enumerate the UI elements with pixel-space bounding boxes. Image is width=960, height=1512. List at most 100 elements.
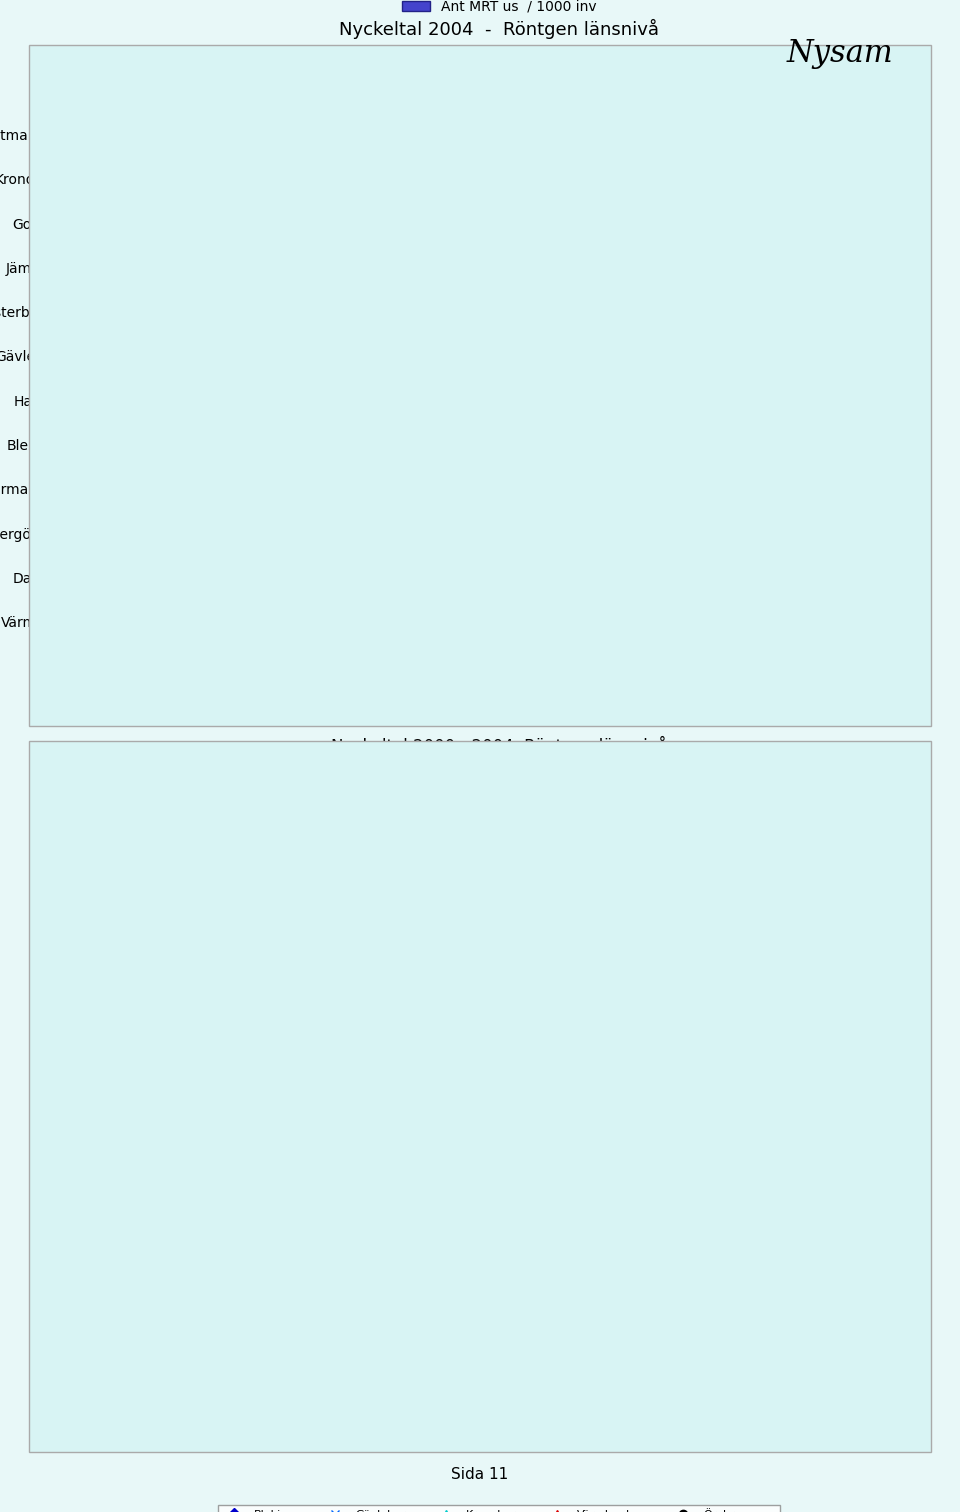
Line: Gävleborg: Gävleborg	[157, 943, 841, 1072]
Östergötland	[156, 1190, 167, 1208]
Blekinge	[324, 1019, 336, 1037]
Line: Västmanland: Västmanland	[157, 823, 841, 1204]
Jämtland	[493, 1019, 505, 1037]
Värmland	[662, 1201, 674, 1219]
Gävleborg	[324, 1019, 336, 1037]
Dalarna	[831, 1099, 843, 1117]
Sörmland	[156, 1160, 167, 1178]
Västmanland	[324, 1181, 336, 1199]
Halland	[324, 978, 336, 996]
Västmanland	[493, 1030, 505, 1048]
Sörmland	[493, 1160, 505, 1178]
Line: Västerbotten: Västerbotten	[157, 883, 841, 1154]
Jämtland	[831, 939, 843, 957]
Östergötland	[493, 1120, 505, 1139]
Uppsala	[662, 999, 674, 1018]
Blekinge	[156, 1120, 167, 1139]
Bar	[77, 516, 471, 550]
Blekinge	[493, 999, 505, 1018]
Jämtland	[662, 1019, 674, 1037]
Halland	[493, 1019, 505, 1037]
Örebro	[831, 939, 843, 957]
Bar	[77, 470, 471, 507]
Gotland	[324, 939, 336, 957]
Title: Nyckeltal 2000 - 2004  Röntgen länsnivå
Ant MRT us tot per 1000 inv: Nyckeltal 2000 - 2004 Röntgen länsnivå A…	[331, 735, 667, 776]
Dalarna	[493, 999, 505, 1018]
Blekinge	[831, 1060, 843, 1078]
Örebro	[662, 959, 674, 977]
Sörmland	[831, 1080, 843, 1098]
Line: Kronoberg: Kronoberg	[157, 842, 841, 1214]
Bar	[77, 249, 753, 286]
Bar	[77, 293, 725, 330]
Jämtland	[156, 1120, 167, 1139]
Line: Värmland: Värmland	[157, 1145, 841, 1244]
Bar	[77, 426, 499, 463]
Uppsala	[156, 1019, 167, 1037]
Halland	[156, 1060, 167, 1078]
Värmland	[831, 1140, 843, 1158]
Gotland	[493, 978, 505, 996]
Värmland	[493, 1231, 505, 1249]
Dalarna	[662, 1120, 674, 1139]
Kronoberg	[156, 1181, 167, 1199]
Sörmland	[662, 1120, 674, 1139]
Örebro	[156, 1140, 167, 1158]
Title: Nyckeltal 2004  -  Röntgen länsnivå: Nyckeltal 2004 - Röntgen länsnivå	[339, 20, 660, 39]
Dalarna	[156, 1140, 167, 1158]
Västmanland	[156, 1190, 167, 1208]
Text: Sida 11: Sida 11	[451, 1467, 509, 1482]
Västerbotten	[156, 1140, 167, 1158]
Legend: Blekinge, Dalarna, Gotland, Gävleborg, Halland, Jämtland, Kronoberg, Sörmland, U: Blekinge, Dalarna, Gotland, Gävleborg, H…	[218, 1506, 780, 1512]
Örebro	[493, 959, 505, 977]
Värmland	[156, 1190, 167, 1208]
Line: Dalarna: Dalarna	[157, 1004, 841, 1154]
Gotland	[156, 918, 167, 936]
Kronoberg	[662, 1201, 674, 1219]
Halland	[831, 939, 843, 957]
Bar	[77, 162, 837, 197]
Bar	[77, 383, 696, 417]
Blekinge	[662, 1019, 674, 1037]
Västerbotten	[493, 1039, 505, 1057]
Dalarna	[324, 1120, 336, 1139]
Line: Halland: Halland	[157, 924, 841, 1072]
Bar	[77, 559, 443, 594]
Uppsala	[324, 1019, 336, 1037]
Västerbotten	[662, 898, 674, 916]
Bar	[77, 116, 865, 153]
Kronoberg	[324, 1181, 336, 1199]
Gotland	[662, 918, 674, 936]
Bar	[77, 206, 753, 240]
Kronoberg	[493, 999, 505, 1018]
Halland	[662, 918, 674, 936]
Kronoberg	[831, 838, 843, 856]
Sörmland	[324, 1160, 336, 1178]
Legend: Ant MRT us  / 1000 inv: Ant MRT us / 1000 inv	[396, 0, 602, 20]
Västmanland	[831, 818, 843, 836]
Line: Jämtland: Jämtland	[157, 943, 841, 1132]
Gävleborg	[662, 939, 674, 957]
Östergötland	[831, 1140, 843, 1158]
Gävleborg	[156, 1060, 167, 1078]
Line: Sörmland: Sörmland	[157, 1084, 841, 1173]
Örebro	[324, 1060, 336, 1078]
Västerbotten	[324, 878, 336, 897]
Västerbotten	[831, 918, 843, 936]
Värmland	[324, 1190, 336, 1208]
Line: Gotland: Gotland	[157, 903, 841, 992]
Gotland	[831, 898, 843, 916]
Östergötland	[662, 1201, 674, 1219]
Bar	[77, 339, 696, 373]
Jämtland	[324, 1019, 336, 1037]
Line: Blekinge: Blekinge	[157, 1004, 841, 1132]
Text: Nysam: Nysam	[786, 38, 893, 70]
Uppsala	[493, 1039, 505, 1057]
Line: Örebro: Örebro	[157, 943, 841, 1154]
Gävleborg	[493, 999, 505, 1018]
Uppsala	[831, 939, 843, 957]
Östergötland	[324, 1160, 336, 1178]
Bar	[77, 603, 415, 640]
Västmanland	[662, 898, 674, 916]
Line: Uppsala: Uppsala	[157, 943, 841, 1052]
